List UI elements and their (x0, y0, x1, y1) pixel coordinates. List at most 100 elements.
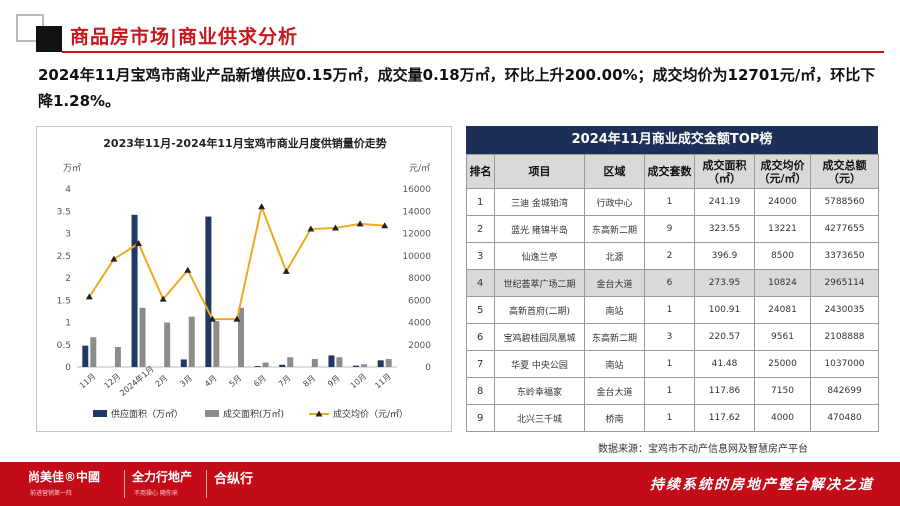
table-cell: 470480 (810, 404, 879, 432)
table-cell: 1 (644, 350, 695, 378)
top-sales-table: 排名 项目 区域 成交套数 成交面积（㎡） 成交均价（元/㎡） 成交总额（元） 1 三迪 金城… (466, 154, 879, 432)
brand-logo-2: 全力行地产 (132, 470, 193, 484)
table-cell: 桥南 (584, 404, 645, 432)
x-axis-category-label: 11月 (373, 372, 393, 391)
table-cell: 蓝光 雍锦半岛 (494, 215, 585, 243)
table-cell: 金台大道 (584, 269, 645, 297)
table-cell: 273.95 (694, 269, 755, 297)
avg-price-marker (184, 266, 192, 273)
table-cell: 北源 (584, 242, 645, 270)
sales-bar (164, 322, 171, 367)
x-axis-category-label: 9月 (326, 373, 342, 388)
left-axis-tick-label: 1 (65, 319, 71, 329)
table-cell: 117.62 (694, 404, 755, 432)
table-cell: 396.9 (694, 242, 755, 270)
table-header-cell: 排名 (466, 154, 495, 189)
table-cell: 6 (466, 323, 495, 351)
table-cell: 323.55 (694, 215, 755, 243)
sales-bar (213, 321, 220, 367)
left-axis-tick-label: 2 (65, 274, 71, 284)
table-cell: 9561 (754, 323, 811, 351)
supply-bar (279, 364, 286, 367)
table-cell: 2 (644, 242, 695, 270)
legend-sales-swatch (205, 410, 219, 417)
brand-logo-1: 尚美佳®中國 (28, 470, 101, 484)
table-cell: 1 (644, 188, 695, 216)
x-axis-category-label: 10月 (349, 372, 369, 391)
table-cell: 1037000 (810, 350, 879, 378)
sales-bar (188, 316, 195, 367)
sales-bar (114, 346, 121, 367)
right-axis-tick-label: 16000 (402, 185, 431, 195)
table-cell: 2108888 (810, 323, 879, 351)
chart-panel: 2023年11月-2024年11月宝鸡市商业月度供销量价走势 万㎡ 元/㎡ 0 0.5 1… (36, 126, 452, 432)
table-cell: 1 (644, 377, 695, 405)
table-cell: 行政中心 (584, 188, 645, 216)
brand-logo-3: 合纵行 (214, 472, 254, 487)
table-row: 9 北兴三千城 桥南 1 117.62 4000 470480 (466, 404, 879, 432)
data-source-note: 数据来源：宝鸡市不动产信息网及智慧房产平台 (598, 444, 808, 455)
x-axis-category-label: 2月 (154, 373, 170, 388)
table-cell: 三迪 金城铂湾 (494, 188, 585, 216)
table-cell: 1 (644, 296, 695, 324)
table-cell: 东高新二期 (584, 215, 645, 243)
table-cell: 1 (466, 188, 495, 216)
x-axis-category-label: 8月 (301, 373, 317, 388)
avg-price-marker (159, 295, 167, 302)
right-axis-tick-label: 12000 (402, 230, 431, 240)
legend-sales-label: 成交面积(万㎡) (223, 408, 284, 420)
table-cell: 241.19 (694, 188, 755, 216)
sales-bar (311, 358, 318, 367)
legend-price-marker (315, 410, 323, 417)
supply-bar (328, 355, 335, 367)
avg-price-marker (233, 315, 241, 322)
table-cell: 仙逸兰亭 (494, 242, 585, 270)
table-cell: 4000 (754, 404, 811, 432)
left-axis-tick-label: 3.5 (57, 207, 71, 217)
sales-bar (238, 307, 244, 367)
table-cell: 5788560 (810, 188, 879, 216)
footer-band: 尚美佳®中國 前进营销第一阵 全力行地产 不用操心 随你来 合纵行 持续系统的房… (0, 462, 900, 506)
brand-logo-1-tagline: 前进营销第一阵 (30, 490, 73, 497)
page-title: 商品房市场|商业供求分析 (70, 26, 298, 48)
x-axis-category-label: 5月 (227, 373, 243, 388)
x-axis-category-label: 4月 (203, 373, 219, 388)
table-cell: 4277655 (810, 215, 879, 243)
left-axis-tick-label: 2.5 (57, 252, 71, 262)
table-header-row: 排名 项目 区域 成交套数 成交面积（㎡） 成交均价（元/㎡） 成交总额（元） (466, 154, 879, 189)
table-row: 5 高新首府(二期) 南站 1 100.91 24081 2430035 (466, 296, 879, 324)
avg-price-marker (356, 220, 364, 227)
x-axis-category-label: 11月 (78, 372, 98, 391)
table-cell: 7 (466, 350, 495, 378)
sales-bar (287, 357, 294, 367)
table-title: 2024年11月商业成交金额TOP榜 (466, 126, 878, 154)
table-row: 1 三迪 金城铂湾 行政中心 1 241.19 24000 5788560 (466, 188, 879, 216)
left-axis-tick-label: 4 (65, 185, 71, 195)
right-axis-tick-label: 0 (425, 363, 431, 373)
table-cell: 2430035 (810, 296, 879, 324)
sales-bar (262, 362, 269, 367)
left-axis-tick-label: 0 (65, 363, 71, 373)
table-cell: 东高新二期 (584, 323, 645, 351)
table-cell: 9 (644, 215, 695, 243)
avg-price-marker (110, 255, 118, 262)
table-cell: 8 (466, 377, 495, 405)
table-header-cell: 成交套数 (644, 154, 695, 189)
right-axis-tick-label: 6000 (408, 296, 431, 306)
avg-price-marker (381, 222, 389, 229)
sales-bar (90, 337, 97, 367)
avg-price-marker (282, 267, 290, 274)
table-cell: 24000 (754, 188, 811, 216)
table-cell: 3 (466, 242, 495, 270)
footer-divider (124, 470, 125, 498)
supply-bar (254, 366, 261, 367)
table-cell: 南站 (584, 350, 645, 378)
avg-price-marker (331, 224, 339, 231)
avg-price-marker (85, 293, 93, 300)
legend-price-label: 成交均价（元/㎡） (333, 408, 408, 420)
avg-price-marker (208, 315, 216, 322)
table-cell: 南站 (584, 296, 645, 324)
table-header-cell: 成交面积（㎡） (694, 154, 755, 189)
table-cell: 25000 (754, 350, 811, 378)
